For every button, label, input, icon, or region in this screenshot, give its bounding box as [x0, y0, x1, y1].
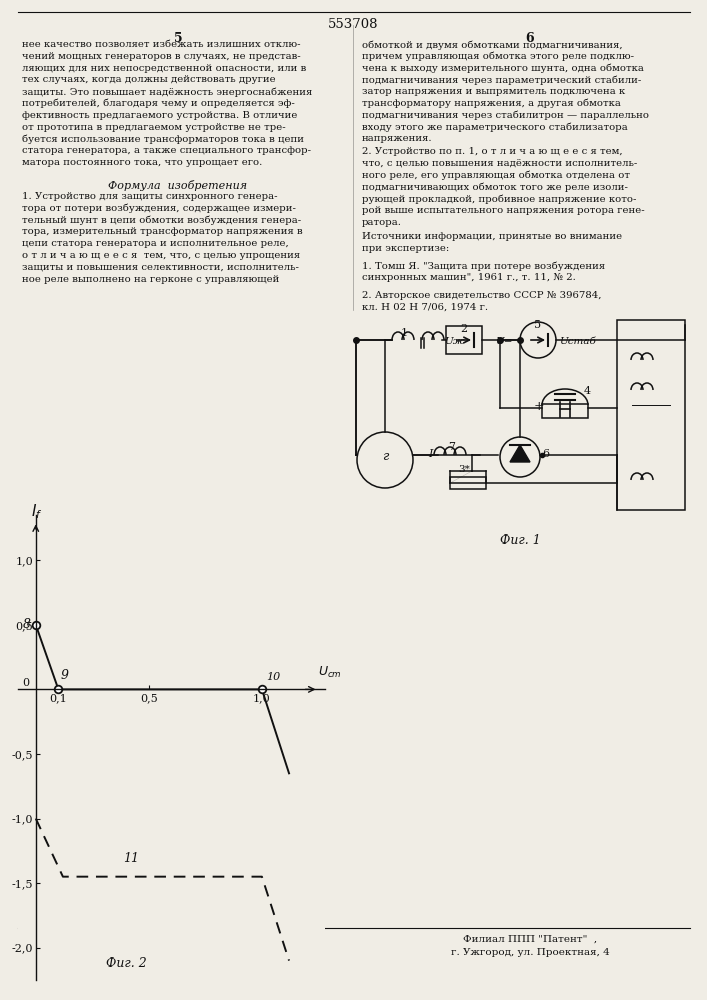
Text: г: г — [382, 450, 388, 464]
Text: статора генератора, а также специального трансфор-: статора генератора, а также специального… — [22, 146, 311, 155]
Text: 4: 4 — [584, 386, 591, 396]
Text: что, с целью повышения надёжности исполнитель-: что, с целью повышения надёжности исполн… — [362, 159, 637, 168]
Text: тельный шунт в цепи обмотки возбуждения генера-: тельный шунт в цепи обмотки возбуждения … — [22, 216, 301, 225]
Text: рой выше испытательного напряжения ротора гене-: рой выше испытательного напряжения ротор… — [362, 206, 645, 215]
Text: Uж: Uж — [444, 337, 464, 346]
Text: чена к выходу измерительного шунта, одна обмотка: чена к выходу измерительного шунта, одна… — [362, 64, 644, 73]
Polygon shape — [510, 445, 530, 462]
Text: 5: 5 — [174, 32, 182, 45]
Text: причем управляющая обмотка этого реле подклю-: причем управляющая обмотка этого реле по… — [362, 52, 634, 61]
Text: ратора.: ратора. — [362, 218, 402, 227]
Text: 1: 1 — [400, 328, 407, 338]
Text: ное реле выполнено на герконе с управляющей: ное реле выполнено на герконе с управляю… — [22, 275, 279, 284]
Text: трансформатору напряжения, а другая обмотка: трансформатору напряжения, а другая обмо… — [362, 99, 621, 108]
Bar — [450, 477, 486, 489]
Text: подмагничивания через стабилитрон — параллельно: подмагничивания через стабилитрон — пара… — [362, 111, 649, 120]
Text: Фиг. 1: Фиг. 1 — [500, 534, 540, 547]
Text: при экспертизе:: при экспертизе: — [362, 244, 449, 253]
Text: нее качество позволяет избежать излишних отклю-: нее качество позволяет избежать излишних… — [22, 40, 300, 49]
Text: синхронных машин", 1961 г., т. 11, № 2.: синхронных машин", 1961 г., т. 11, № 2. — [362, 273, 576, 282]
Text: матора постоянного тока, что упрощает его.: матора постоянного тока, что упрощает ег… — [22, 158, 262, 167]
Text: I: I — [428, 449, 433, 459]
Text: 2: 2 — [460, 324, 467, 334]
Text: обмоткой и двумя обмотками подмагничивания,: обмоткой и двумя обмотками подмагничиван… — [362, 40, 623, 49]
Text: тора от потери возбуждения, содержащее измери-: тора от потери возбуждения, содержащее и… — [22, 204, 296, 213]
Text: 6: 6 — [526, 32, 534, 45]
Text: входу этого же параметрического стабилизатора: входу этого же параметрического стабилиз… — [362, 123, 628, 132]
Text: буется использование трансформаторов тока в цепи: буется использование трансформаторов ток… — [22, 134, 304, 144]
Text: рующей прокладкой, пробивное напряжение кото-: рующей прокладкой, пробивное напряжение … — [362, 194, 636, 204]
Text: подмагничивания через параметрический стабили-: подмагничивания через параметрический ст… — [362, 75, 641, 85]
Text: 7: 7 — [448, 442, 455, 452]
Text: 5: 5 — [534, 320, 542, 330]
Text: Ucтаб: Ucтаб — [559, 337, 596, 346]
Text: г. Ужгород, ул. Проектная, 4: г. Ужгород, ул. Проектная, 4 — [450, 948, 609, 957]
Text: чений мощных генераторов в случаях, не представ-: чений мощных генераторов в случаях, не п… — [22, 52, 300, 61]
Text: 1. Томш Я. "Защита при потере возбуждения: 1. Томш Я. "Защита при потере возбуждени… — [362, 261, 605, 271]
Text: фективность предлагаемого устройства. В отличие: фективность предлагаемого устройства. В … — [22, 111, 298, 120]
Text: напряжения.: напряжения. — [362, 134, 433, 143]
Text: затор напряжения и выпрямитель подключена к: затор напряжения и выпрямитель подключен… — [362, 87, 625, 96]
Text: +: + — [534, 400, 544, 413]
Text: подмагничивающих обмоток того же реле изоли-: подмагничивающих обмоток того же реле из… — [362, 182, 628, 192]
Text: кл. Н 02 Н 7/06, 1974 г.: кл. Н 02 Н 7/06, 1974 г. — [362, 303, 488, 312]
Text: тора, измерительный трансформатор напряжения в: тора, измерительный трансформатор напряж… — [22, 227, 303, 236]
Text: 3*: 3* — [458, 465, 469, 474]
Text: 0: 0 — [22, 678, 29, 688]
Text: 553708: 553708 — [328, 18, 378, 31]
Text: Формула  изобретения: Формула изобретения — [108, 180, 247, 191]
Bar — [617, 320, 685, 510]
Text: 6: 6 — [542, 449, 549, 459]
Text: Источники информации, принятые во внимание: Источники информации, принятые во вниман… — [362, 232, 622, 241]
Text: 2. Устройство по п. 1, о т л и ч а ю щ е е с я тем,: 2. Устройство по п. 1, о т л и ч а ю щ е… — [362, 147, 623, 156]
Text: от прототипа в предлагаемом устройстве не тре-: от прототипа в предлагаемом устройстве н… — [22, 123, 286, 132]
Text: ЦНИИПИ     Заказ 1014/53: ЦНИИПИ Заказ 1014/53 — [104, 935, 252, 944]
Text: ного реле, его управляющая обмотка отделена от: ного реле, его управляющая обмотка отдел… — [362, 171, 630, 180]
Text: Филиал ППП "Патент"  ,: Филиал ППП "Патент" , — [463, 935, 597, 944]
Text: U=: U= — [495, 337, 513, 346]
Text: потребителей, благодаря чему и определяется эф-: потребителей, благодаря чему и определяе… — [22, 99, 295, 108]
Text: $U_{cm}$: $U_{cm}$ — [318, 665, 342, 680]
Text: Тираж  917    Подписное: Тираж 917 Подписное — [110, 948, 246, 957]
Text: 8: 8 — [23, 618, 31, 631]
Text: защиты и повышения селективности, исполнитель-: защиты и повышения селективности, исполн… — [22, 263, 299, 272]
Text: 10: 10 — [267, 672, 281, 682]
Bar — [446, 326, 482, 354]
Text: $I_f$: $I_f$ — [31, 503, 43, 521]
Text: 11: 11 — [123, 852, 139, 865]
Text: 1. Устройство для защиты синхронного генера-: 1. Устройство для защиты синхронного ген… — [22, 192, 278, 201]
Text: Фиг. 2: Фиг. 2 — [106, 957, 146, 970]
Text: о т л и ч а ю щ е е с я  тем, что, с целью упрощения: о т л и ч а ю щ е е с я тем, что, с цель… — [22, 251, 300, 260]
Text: 2. Авторское свидетельство СССР № 396784,: 2. Авторское свидетельство СССР № 396784… — [362, 291, 602, 300]
Bar — [542, 404, 588, 418]
Text: защиты. Это повышает надёжность энергоснабжения: защиты. Это повышает надёжность энергосн… — [22, 87, 312, 97]
Text: 9: 9 — [61, 669, 69, 682]
Text: цепи статора генератора и исполнительное реле,: цепи статора генератора и исполнительное… — [22, 239, 288, 248]
Text: тех случаях, когда должны действовать другие: тех случаях, когда должны действовать др… — [22, 75, 276, 84]
Text: ляющих для них непосредственной опасности, или в: ляющих для них непосредственной опасност… — [22, 64, 306, 73]
